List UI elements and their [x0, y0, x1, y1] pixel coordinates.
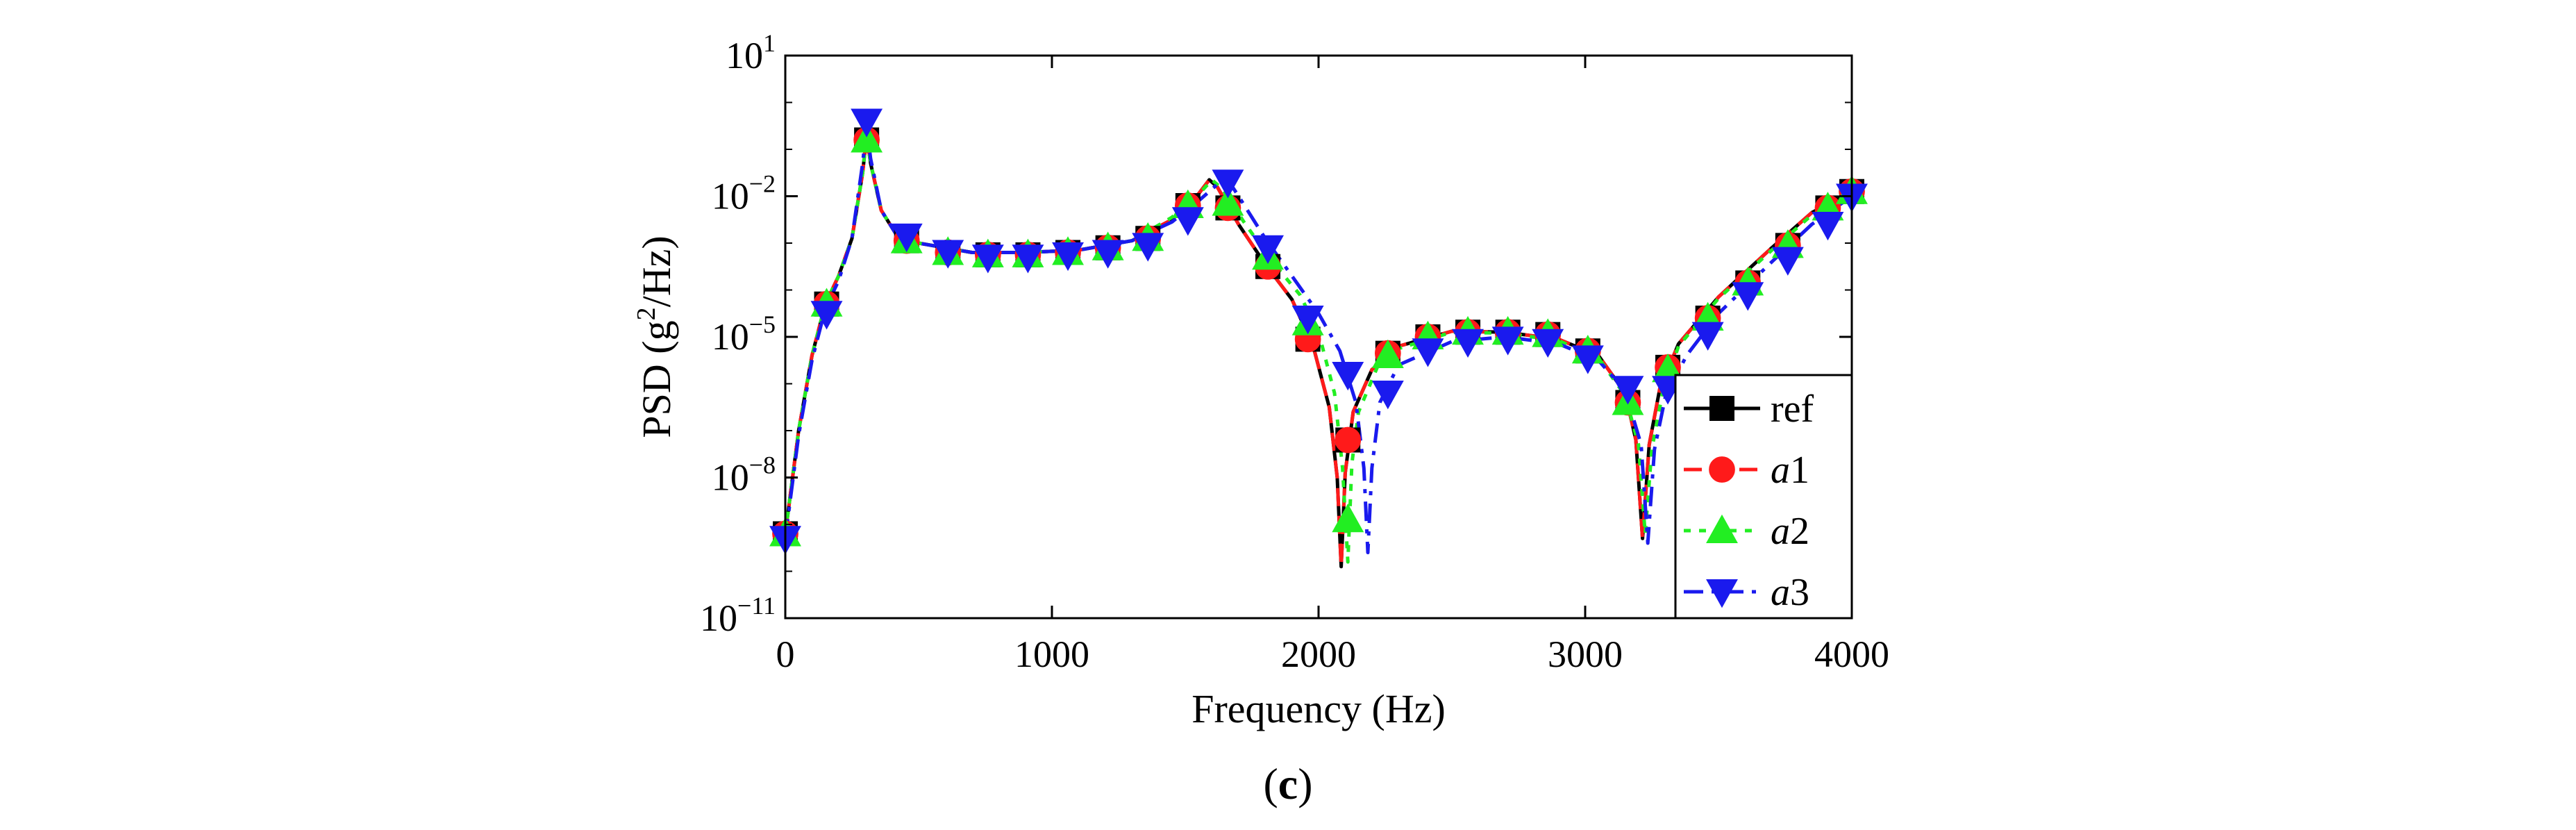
legend: ref a1 a2 a3 [1674, 374, 1853, 620]
marker-a2 [1212, 187, 1244, 216]
marker-a3 [1212, 169, 1244, 199]
marker-a3 [1052, 242, 1084, 272]
marker-a3 [1732, 282, 1764, 311]
marker-a3 [1412, 338, 1444, 367]
panel-label: (c) [1263, 759, 1312, 808]
y-tick-label: 10−5 [712, 310, 776, 358]
x-tick-label: 2000 [1281, 633, 1356, 675]
legend-marker-a1 [1709, 456, 1735, 483]
x-tick-label: 0 [776, 633, 795, 675]
legend-marker-ref [1709, 396, 1734, 421]
marker-a3 [1612, 376, 1644, 405]
marker-a3 [932, 240, 964, 269]
legend-label-a2: a2 [1771, 510, 1809, 553]
y-tick-label: 10−8 [712, 451, 776, 499]
marker-a2 [851, 124, 883, 153]
marker-a3 [1691, 322, 1724, 351]
marker-a3 [1171, 207, 1204, 236]
x-tick-label: 4000 [1814, 633, 1889, 675]
y-axis-title-suffix: /Hz) [634, 235, 679, 307]
legend-marker-a2 [1706, 514, 1738, 543]
marker-a3 [1092, 240, 1124, 269]
marker-a3 [1812, 212, 1844, 241]
x-tick-label: 1000 [1014, 633, 1089, 675]
panel-label-close: ) [1298, 759, 1312, 808]
marker-a3 [1291, 306, 1324, 335]
legend-marker-a3 [1706, 579, 1738, 608]
marker-a3 [1532, 329, 1564, 358]
marker-a3 [851, 108, 883, 138]
y-tick-label: 10−2 [712, 170, 776, 217]
marker-a3 [1571, 345, 1604, 374]
y-axis-title-sup: 2 [632, 307, 661, 320]
marker-a3 [1491, 326, 1524, 356]
marker-a1 [1335, 426, 1362, 454]
marker-a3 [1332, 362, 1364, 391]
legend-box [1674, 374, 1853, 620]
marker-a3 [971, 244, 1004, 274]
marker-a3 [1252, 235, 1284, 265]
marker-a3 [810, 301, 843, 330]
y-axis-title: PSD (g2/Hz) [632, 235, 679, 438]
x-axis: 0 1000 2000 3000 4000 [776, 56, 1889, 675]
y-tick-label: 101 [726, 29, 776, 76]
marker-a3 [1452, 329, 1484, 358]
legend-label-a3: a3 [1771, 571, 1809, 614]
panel-label-open: ( [1263, 759, 1278, 808]
y-axis: 10−11 10−8 10−5 10−2 101 [700, 29, 1852, 639]
marker-a3 [890, 223, 923, 253]
x-tick-label: 3000 [1548, 633, 1623, 675]
marker-a3 [1132, 233, 1164, 262]
y-tick-label: 10−11 [700, 592, 776, 639]
legend-label-a1: a1 [1771, 449, 1809, 492]
panel-label-letter: c [1278, 759, 1298, 808]
marker-a2 [1332, 503, 1364, 533]
marker-a2 [1371, 339, 1404, 368]
marker-a3 [1012, 244, 1044, 274]
legend-label-ref: ref [1771, 388, 1814, 431]
marker-a3 [1371, 381, 1404, 410]
markers-a3 [769, 108, 1868, 555]
x-axis-title: Frequency (Hz) [1191, 686, 1446, 731]
y-axis-title-prefix: PSD (g [634, 320, 679, 438]
marker-a3 [1771, 247, 1804, 276]
